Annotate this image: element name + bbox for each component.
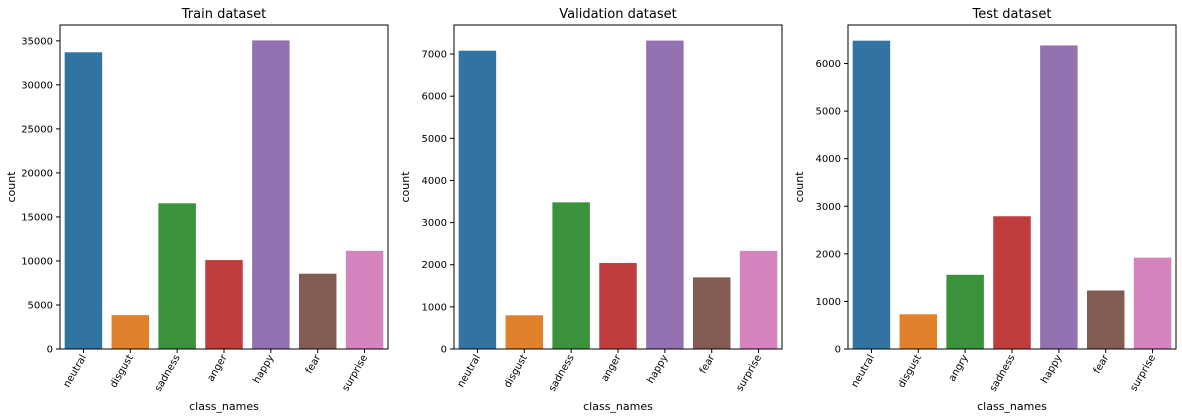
- bar-surprise: [739, 250, 778, 349]
- bar-sadness: [158, 203, 196, 349]
- bar-happy: [252, 40, 290, 350]
- bar-neutral: [64, 52, 103, 349]
- bar-disgust: [111, 315, 150, 349]
- chart-title: Train dataset: [181, 7, 266, 22]
- y-tick-label: 7000: [422, 50, 447, 61]
- y-axis-label: count: [793, 171, 806, 203]
- bar-neutral: [458, 50, 497, 350]
- x-tick-label-sadness: sadness: [547, 353, 577, 394]
- x-tick-label-sadness: sadness: [988, 353, 1018, 394]
- x-tick-label-angry: angry: [947, 353, 971, 384]
- bar-fear: [692, 277, 731, 349]
- y-tick-label: 0: [441, 345, 447, 356]
- x-tick-label-neutral: neutral: [850, 353, 877, 389]
- y-tick-label: 4000: [816, 154, 841, 165]
- y-tick-label: 0: [47, 345, 53, 356]
- x-tick-label-happy: happy: [1039, 353, 1064, 385]
- y-tick-label: 20000: [21, 168, 53, 179]
- x-tick-label-surprise: surprise: [735, 353, 765, 393]
- x-tick-label-sadness: sadness: [153, 353, 183, 394]
- x-tick-label-anger: anger: [600, 352, 625, 383]
- chart-title: Validation dataset: [559, 7, 676, 22]
- y-tick-label: 6000: [816, 59, 841, 70]
- bar-anger: [599, 263, 637, 349]
- y-tick-label: 6000: [422, 92, 447, 103]
- y-tick-label: 3000: [816, 202, 841, 213]
- y-tick-label: 1000: [422, 302, 447, 313]
- x-tick-label-fear: fear: [698, 352, 718, 376]
- y-tick-label: 30000: [21, 80, 53, 91]
- bar-sadness: [552, 202, 590, 349]
- bar-surprise: [1133, 257, 1172, 349]
- x-axis-label: class_names: [977, 400, 1047, 413]
- bar-disgust: [505, 315, 544, 349]
- bar-anger: [205, 260, 243, 349]
- y-tick-label: 5000: [28, 300, 53, 311]
- y-axis-label: count: [5, 171, 18, 203]
- x-tick-label-happy: happy: [251, 353, 276, 385]
- x-tick-label-neutral: neutral: [62, 353, 89, 389]
- x-tick-label-surprise: surprise: [341, 353, 371, 393]
- x-tick-label-disgust: disgust: [502, 353, 530, 390]
- y-tick-label: 35000: [21, 36, 53, 47]
- bar-angry: [946, 274, 984, 349]
- y-tick-label: 5000: [422, 134, 447, 145]
- x-tick-label-neutral: neutral: [456, 353, 483, 389]
- chart-title: Test dataset: [972, 7, 1052, 22]
- x-tick-label-disgust: disgust: [108, 353, 136, 390]
- x-axis-label: class_names: [189, 400, 259, 413]
- x-tick-label-fear: fear: [1092, 352, 1112, 376]
- y-axis-label: count: [399, 171, 412, 203]
- bar-fear: [298, 273, 337, 349]
- x-tick-label-fear: fear: [304, 352, 324, 376]
- chart-panel-0: 0 5000 10000 15000 20000 25000 30000 35000 neutr…: [5, 7, 389, 413]
- y-tick-label: 25000: [21, 124, 53, 135]
- bar-neutral: [852, 40, 891, 349]
- bar-fear: [1086, 290, 1125, 349]
- y-tick-label: 2000: [422, 260, 447, 271]
- x-tick-label-anger: anger: [206, 352, 231, 383]
- x-tick-label-disgust: disgust: [896, 353, 924, 390]
- chart-panel-2: 0 1000 2000 3000 4000 5000 6000 neutral disgust a…: [793, 7, 1177, 413]
- bar-sadness: [993, 216, 1031, 349]
- x-tick-label-happy: happy: [645, 353, 670, 385]
- y-tick-label: 15000: [21, 212, 53, 223]
- y-tick-label: 1000: [816, 297, 841, 308]
- y-tick-label: 3000: [422, 218, 447, 229]
- y-tick-label: 4000: [422, 176, 447, 187]
- y-tick-label: 0: [835, 345, 841, 356]
- chart-panel-1: 0 1000 2000 3000 4000 5000 6000 7000 neutral disg…: [399, 7, 783, 413]
- y-tick-label: 5000: [816, 107, 841, 118]
- y-tick-label: 2000: [816, 249, 841, 260]
- y-tick-label: 10000: [21, 256, 53, 267]
- bar-happy: [1040, 45, 1078, 349]
- bar-happy: [646, 40, 684, 349]
- x-axis-label: class_names: [583, 400, 653, 413]
- bar-disgust: [899, 314, 938, 349]
- x-tick-label-surprise: surprise: [1129, 353, 1159, 393]
- bar-surprise: [345, 250, 384, 349]
